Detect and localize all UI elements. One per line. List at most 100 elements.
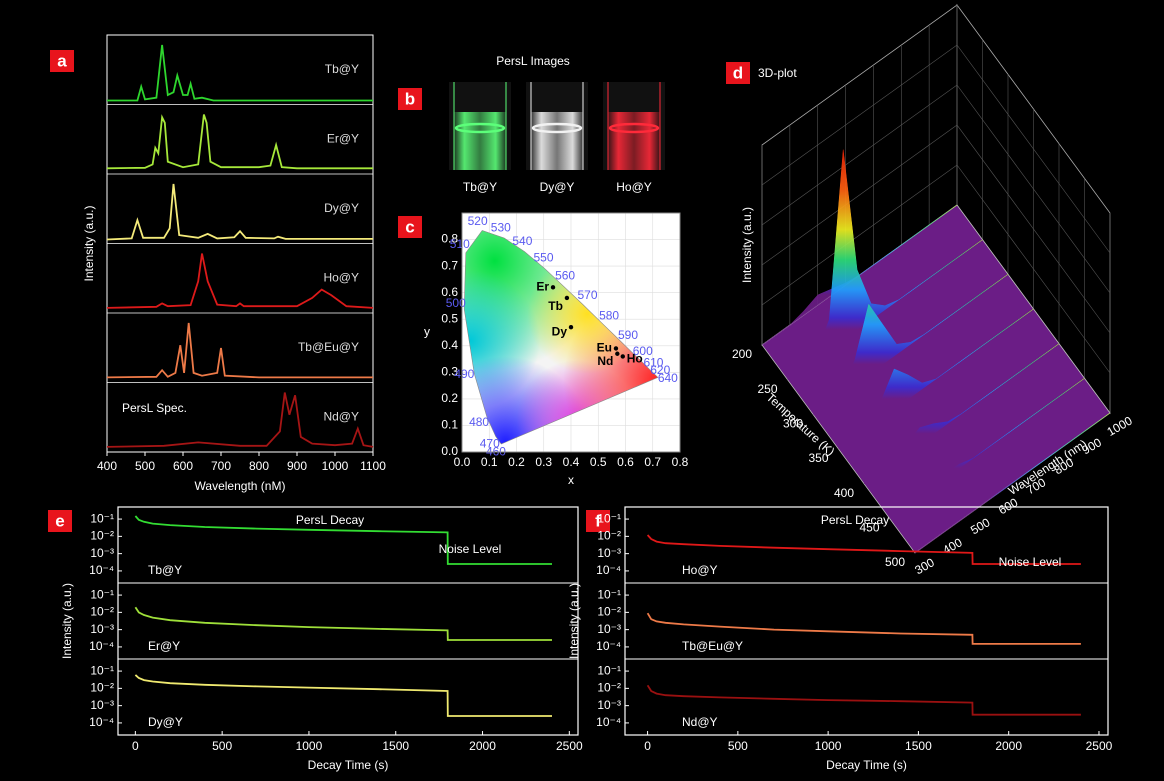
series-label: Dy@Y bbox=[324, 201, 359, 215]
point bbox=[569, 325, 573, 329]
y-tick-label: 10⁻¹ bbox=[90, 663, 114, 677]
locus-label: 560 bbox=[555, 269, 575, 283]
x-tick-label: 2000 bbox=[995, 739, 1022, 753]
annotation: Noise Level bbox=[439, 542, 502, 556]
point-label: Tb bbox=[548, 299, 563, 313]
y-tick-label: 10⁻⁴ bbox=[596, 563, 621, 577]
x-axis-title: Decay Time (s) bbox=[308, 758, 389, 772]
y-tick-label: 0.0 bbox=[441, 444, 458, 458]
point-label: Eu bbox=[597, 341, 612, 355]
y-tick-label: 10⁻⁴ bbox=[89, 639, 114, 653]
y-tick-label: 10⁻³ bbox=[90, 698, 114, 712]
y-tick-label: 200 bbox=[732, 347, 752, 361]
z-axis-title: Intensity (a.u.) bbox=[740, 207, 754, 283]
x-tick-label: 0.3 bbox=[535, 455, 552, 469]
locus-label: 590 bbox=[618, 328, 638, 342]
figure: a b c d e f Tb@YEr@YDy@YHo@YTb@Eu@YNd@Y4… bbox=[0, 0, 1164, 781]
y-tick-label: 0.2 bbox=[441, 391, 458, 405]
series-label: Dy@Y bbox=[148, 715, 183, 729]
x-tick-label: 0 bbox=[132, 739, 139, 753]
x-tick-label: 1500 bbox=[905, 739, 932, 753]
series-label: Tb@Eu@Y bbox=[298, 340, 359, 354]
x-tick-label: 500 bbox=[135, 459, 155, 473]
x-tick-label: 0.7 bbox=[644, 455, 661, 469]
series-label: Er@Y bbox=[327, 131, 359, 145]
y-tick-label: 10⁻¹ bbox=[90, 587, 114, 601]
x-tick-label: 0.4 bbox=[563, 455, 580, 469]
y-tick-label: 0.4 bbox=[441, 338, 458, 352]
annotation: PersL Decay bbox=[296, 513, 364, 527]
panel-letter: c bbox=[405, 217, 414, 236]
y-tick-label: 10⁻³ bbox=[597, 698, 621, 712]
y-tick-label: 0.5 bbox=[441, 311, 458, 325]
x-tick-label: 700 bbox=[211, 459, 231, 473]
image-label: Dy@Y bbox=[540, 180, 575, 194]
x-tick-label: 1500 bbox=[382, 739, 409, 753]
y-tick-label: 10⁻² bbox=[90, 681, 114, 695]
y-tick-label: 10⁻² bbox=[597, 681, 621, 695]
locus-label: 550 bbox=[534, 250, 554, 264]
x-tick-label: 2000 bbox=[469, 739, 496, 753]
x-tick-label: 500 bbox=[728, 739, 748, 753]
annotation: Noise Level bbox=[999, 555, 1062, 569]
panel-letter: b bbox=[405, 89, 415, 108]
y-tick-label: 10⁻¹ bbox=[90, 511, 114, 525]
locus-label: 490 bbox=[454, 367, 474, 381]
y-tick-label: 10⁻⁴ bbox=[596, 715, 621, 729]
locus-label: 510 bbox=[450, 237, 470, 251]
x-tick-label: 0.6 bbox=[617, 455, 634, 469]
point bbox=[615, 352, 619, 356]
y-tick-label: 10⁻² bbox=[597, 605, 621, 619]
locus-label: 580 bbox=[599, 308, 619, 322]
y-tick-label: 10⁻³ bbox=[90, 622, 114, 636]
panel-title: 3D-plot bbox=[758, 66, 797, 80]
image-label: Tb@Y bbox=[463, 180, 497, 194]
point bbox=[551, 285, 555, 289]
y-tick-label: 0.7 bbox=[441, 258, 458, 272]
point bbox=[621, 354, 625, 358]
locus-label: 480 bbox=[469, 415, 489, 429]
point-label: Er bbox=[536, 280, 549, 294]
x-tick-label: 800 bbox=[249, 459, 269, 473]
panel-title: PersL Images bbox=[496, 54, 570, 68]
x-tick-label: 600 bbox=[173, 459, 193, 473]
x-axis-title: x bbox=[568, 473, 574, 487]
series-label: Er@Y bbox=[148, 639, 180, 653]
x-tick-label: 900 bbox=[287, 459, 307, 473]
vial-glow bbox=[454, 112, 506, 170]
x-tick-label: 2500 bbox=[556, 739, 583, 753]
point-label: Nd bbox=[597, 354, 613, 368]
y-tick-label: 10⁻¹ bbox=[597, 663, 621, 677]
locus-label: 540 bbox=[512, 234, 532, 248]
point-label: Dy bbox=[552, 324, 568, 338]
x-axis-title: Wavelength (nM) bbox=[195, 479, 286, 493]
x-tick-label: 1000 bbox=[322, 459, 349, 473]
locus-label: 470 bbox=[480, 437, 500, 451]
annotation: PersL Decay bbox=[821, 513, 889, 527]
x-tick-label: 2500 bbox=[1086, 739, 1113, 753]
series-label: Ho@Y bbox=[682, 563, 718, 577]
y-tick-label: 500 bbox=[885, 555, 905, 569]
y-tick-label: 10⁻⁴ bbox=[89, 563, 114, 577]
series-label: Nd@Y bbox=[682, 715, 718, 729]
point bbox=[614, 346, 618, 350]
point bbox=[565, 296, 569, 300]
panel-letter: a bbox=[57, 51, 67, 70]
y-tick-label: 0.1 bbox=[441, 418, 458, 432]
x-tick-label: 400 bbox=[97, 459, 117, 473]
annotation: PersL Spec. bbox=[122, 401, 187, 415]
y-axis-title: y bbox=[424, 325, 430, 339]
y-tick-label: 10⁻³ bbox=[597, 622, 621, 636]
x-tick-label: 0 bbox=[644, 739, 651, 753]
x-tick-label: 0.8 bbox=[672, 455, 689, 469]
y-tick-label: 10⁻³ bbox=[90, 546, 114, 560]
x-tick-label: 1000 bbox=[815, 739, 842, 753]
y-tick-label: 400 bbox=[834, 486, 854, 500]
x-tick-label: 500 bbox=[212, 739, 232, 753]
series-label: Nd@Y bbox=[323, 409, 359, 423]
series-label: Tb@Y bbox=[325, 62, 359, 76]
locus-label: 570 bbox=[577, 288, 597, 302]
image-label: Ho@Y bbox=[616, 180, 652, 194]
locus-label: 640 bbox=[658, 371, 678, 385]
y-tick-label: 10⁻¹ bbox=[597, 587, 621, 601]
